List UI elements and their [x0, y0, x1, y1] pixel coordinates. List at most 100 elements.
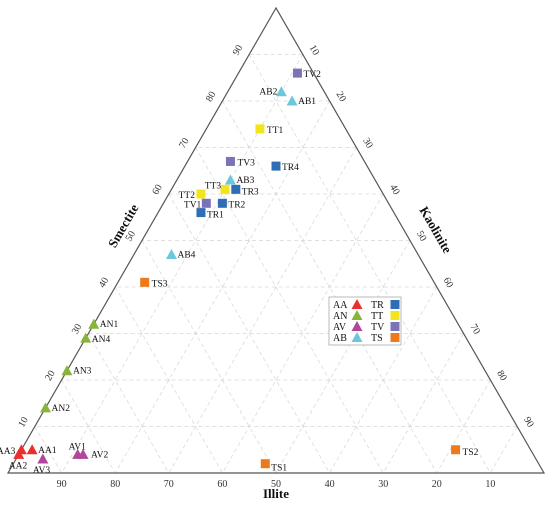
data-point-ts3 — [140, 277, 150, 287]
legend-marker-ts — [390, 333, 400, 342]
grid-line — [382, 333, 464, 474]
legend-label: AA — [333, 300, 348, 311]
legend-marker-aa — [351, 299, 363, 309]
tick-label-left: 60 — [150, 183, 165, 197]
point-label: TV2 — [303, 70, 321, 80]
data-point-an3 — [61, 365, 73, 376]
grid-line — [61, 379, 116, 474]
grid-line — [222, 100, 438, 474]
point-label: AA1 — [38, 446, 57, 456]
tick-label-bottom: 80 — [110, 479, 120, 490]
grid-line — [34, 426, 62, 474]
data-point-av3 — [37, 453, 49, 464]
tick-label-left: 70 — [177, 136, 192, 150]
grid-line — [248, 54, 491, 474]
grid-line — [141, 240, 277, 474]
data-point-ab3 — [224, 174, 236, 185]
point-label: AB1 — [298, 97, 316, 107]
point-label: TT3 — [205, 181, 222, 191]
grid-line — [168, 193, 330, 474]
point-label: AB4 — [177, 250, 195, 260]
grid-line — [490, 426, 518, 474]
data-point-aa2 — [13, 448, 25, 459]
point-label: AN2 — [52, 404, 71, 414]
tick-label-bottom: 60 — [217, 479, 227, 490]
point-label: TS1 — [271, 464, 287, 474]
triangle-frame — [6, 6, 546, 474]
point-label: AV3 — [33, 466, 50, 476]
legend-marker-tt — [390, 311, 400, 320]
legend-marker-ab — [351, 332, 363, 342]
data-point-an1 — [88, 318, 100, 329]
point-label: AA2 — [9, 461, 28, 471]
tick-label-left: 80 — [204, 90, 219, 104]
data-point-tv1 — [201, 198, 211, 208]
grid-line — [88, 333, 170, 474]
tick-label-left: 10 — [16, 415, 31, 429]
legend-label: TV — [371, 322, 385, 333]
legend-label: AN — [333, 311, 347, 322]
data-point-ab1 — [286, 95, 298, 106]
tick-labels: 90 80 70 60 50 40 30 20 10 10 20 30 40 50 60 70 80 90 10 20… — [16, 43, 535, 490]
point-label: AB2 — [259, 88, 277, 98]
legend-box — [328, 296, 402, 346]
tick-label-right: 60 — [441, 276, 456, 290]
axis-title-left: Smectite — [105, 201, 142, 250]
point-label: TR1 — [207, 211, 224, 221]
tick-label-bottom: 20 — [432, 479, 442, 490]
point-label: TR4 — [282, 163, 299, 173]
grid-line — [275, 240, 411, 474]
data-point-ab4 — [165, 248, 177, 259]
point-label: TV3 — [237, 158, 255, 168]
tick-label-bottom: 40 — [325, 479, 335, 490]
tick-label-right: 40 — [387, 183, 402, 197]
tick-label-bottom: 90 — [57, 479, 67, 490]
point-label: AN3 — [73, 367, 92, 377]
legend-marker-an — [351, 310, 363, 320]
data-point-tr4 — [271, 161, 281, 171]
point-label: TS3 — [152, 279, 168, 289]
point-label: TT1 — [267, 126, 284, 136]
data-point-ab2 — [275, 86, 287, 97]
legend-marker-tr — [390, 300, 400, 309]
point-label: TV1 — [184, 200, 202, 210]
tick-label-right: 90 — [521, 415, 536, 429]
point-label: AV1 — [69, 442, 86, 452]
point-label: AA3 — [0, 447, 16, 457]
point-label: AN1 — [100, 320, 119, 330]
data-point-tv2 — [292, 68, 302, 78]
data-point-tv3 — [225, 156, 235, 166]
legend-label: TR — [371, 300, 384, 311]
data-point-aa1 — [26, 444, 38, 455]
grid-line — [114, 100, 330, 474]
data-point-tr3 — [231, 184, 241, 194]
grid-line — [222, 193, 384, 474]
tick-label-left: 40 — [97, 276, 112, 290]
grid-line — [61, 54, 304, 474]
point-label: AB3 — [236, 176, 254, 186]
tick-label-left: 90 — [231, 43, 246, 57]
data-point-an2 — [40, 402, 52, 413]
data-point-tt1 — [255, 124, 265, 134]
tick-label-bottom: 50 — [271, 479, 281, 490]
grid-line — [114, 286, 223, 474]
legend-marker-tv — [390, 322, 400, 331]
data-point-tr2 — [217, 198, 227, 208]
data-point-tr1 — [196, 208, 206, 218]
tick-label-right: 20 — [334, 90, 349, 104]
data-point-tt3 — [220, 184, 230, 194]
point-label: AN4 — [92, 335, 111, 345]
data-point-tt2 — [196, 189, 206, 199]
data-point-ts1 — [260, 459, 270, 469]
tick-label-left: 30 — [70, 322, 85, 336]
legend-label: AV — [333, 322, 347, 333]
tick-label-left: 20 — [43, 369, 58, 383]
point-label: AV2 — [91, 450, 108, 460]
axis-title-bottom: Illite — [263, 486, 289, 501]
grid-lines — [34, 54, 518, 474]
tick-label-right: 50 — [414, 229, 429, 243]
tick-label-right: 80 — [494, 369, 509, 383]
tick-label-bottom: 70 — [164, 479, 174, 490]
